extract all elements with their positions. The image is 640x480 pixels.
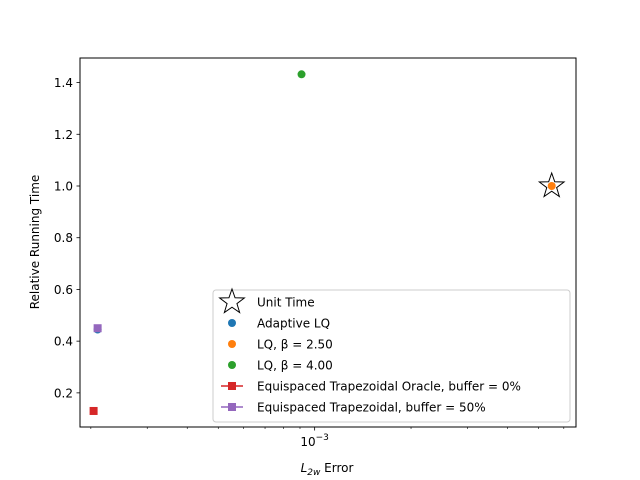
plot-frame [79, 57, 577, 428]
legend-marker-3 [228, 361, 236, 369]
y-tick-label: 0.8 [54, 231, 73, 245]
data-point-series-5 [93, 324, 102, 333]
data-point-series-4 [89, 406, 98, 415]
y-tick-label: 1.4 [54, 76, 73, 90]
x-axis-label: L2w Error [301, 461, 354, 478]
x-tick-label: 10−3 [300, 433, 329, 449]
y-axis-label: Relative Running Time [28, 175, 42, 310]
legend-marker-5 [228, 403, 236, 411]
legend-marker-1 [228, 319, 236, 327]
legend-label-4: Equispaced Trapezoidal Oracle, buffer = … [257, 380, 521, 394]
legend-marker-4 [228, 382, 236, 390]
y-tick-label: 1.0 [54, 179, 73, 193]
y-tick-label: 0.4 [54, 335, 73, 349]
legend: Unit Time Adaptive LQ LQ, β = 2.50 LQ, β = … [212, 287, 571, 423]
y-tick-label: 1.2 [54, 128, 73, 142]
data-point-series-2 [547, 181, 556, 190]
legend-label-2: LQ, β = 2.50 [257, 338, 333, 352]
legend-label-1: Adaptive LQ [257, 317, 330, 331]
legend-label-3: LQ, β = 4.00 [257, 359, 333, 373]
legend-box [212, 289, 571, 423]
y-tick-label: 0.6 [54, 283, 73, 297]
y-tick-label: 0.2 [54, 386, 73, 400]
x-axis: 10−3 [90, 427, 565, 449]
y-axis: 0.2 0.4 0.6 0.8 1.0 1.2 1.4 [54, 76, 80, 400]
legend-label-0: Unit Time [257, 296, 315, 310]
chart-marks [89, 70, 566, 415]
data-point-series-3 [297, 70, 306, 79]
legend-label-5: Equispaced Trapezoidal, buffer = 50% [257, 401, 486, 415]
legend-marker-2 [228, 340, 236, 348]
legend-marker-0 [218, 287, 246, 314]
